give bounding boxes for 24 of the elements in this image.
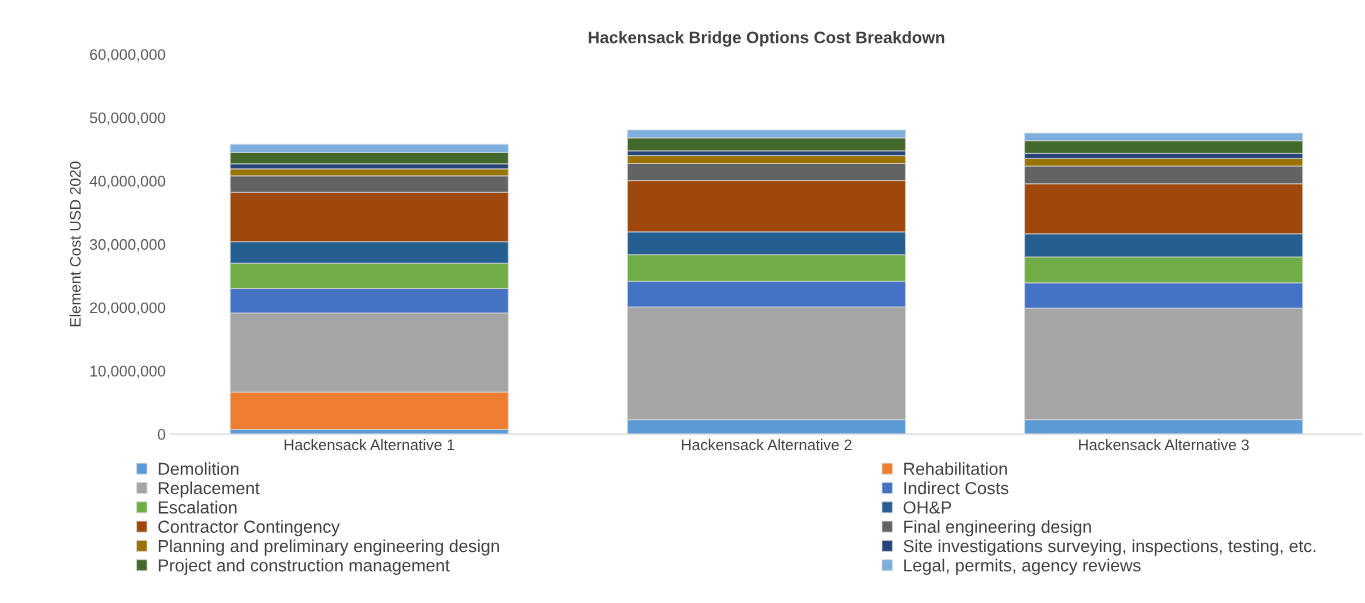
x-tick-label: Hackensack Alternative 3 [1079,439,1249,451]
legend-label: Replacement [158,481,260,498]
x-tick-label: Hackensack Alternative 2 [681,439,852,451]
legend-label: Project and construction management [158,558,450,575]
legend-label: Site investigations surveying, inspections, testing, etc. [903,539,1316,556]
y-tick-label: 20,000,000 [90,302,166,316]
y-tick-label: 30,000,000 [89,239,166,252]
y-tick-label: 50,000,000 [89,112,166,126]
chart-title: Hackensack Bridge Options Cost Breakdown [588,31,945,47]
legend-label: OH&P [903,501,952,514]
legend-label: Indirect Costs [904,481,1009,495]
x-tick-label: Hackensack Alternative 1 [284,439,455,451]
legend-label: Contractor Contingency [158,520,340,537]
y-tick-label: 0 [157,429,166,440]
legend-label: Rehabilitation [904,462,1007,475]
y-axis-title: Element Cost USD 2020 [69,161,81,327]
legend-label: Final engineering design [904,520,1091,537]
legend-label: Planning and preliminary engineering design [158,539,499,556]
y-tick-label: 10,000,000 [90,365,166,379]
y-tick-label: 60,000,000 [90,49,166,62]
legend-label: Escalation [158,500,237,514]
legend-label: Legal, permits, agency reviews [904,558,1141,575]
legend-label: Demolition [158,462,239,475]
y-tick-label: 40,000,000 [89,175,166,189]
